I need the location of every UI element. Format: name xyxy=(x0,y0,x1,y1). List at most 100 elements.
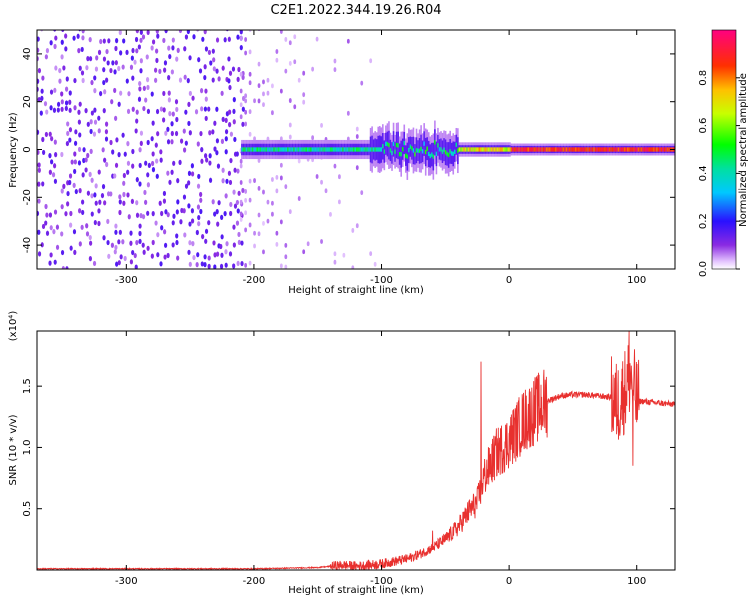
noise-cell xyxy=(220,214,224,220)
noise-cell xyxy=(183,74,187,80)
signal-core xyxy=(458,147,461,152)
noise-cell xyxy=(97,115,101,121)
noise-cell xyxy=(288,209,292,215)
signal-core xyxy=(385,141,387,146)
signal-core xyxy=(663,147,666,152)
noise-cell xyxy=(117,65,121,72)
spectrogram-marks xyxy=(37,30,675,269)
noise-cell xyxy=(172,213,176,219)
noise-cell xyxy=(114,229,118,235)
noise-cell xyxy=(159,261,163,267)
noise-cell xyxy=(58,78,62,84)
signal-core xyxy=(562,147,565,152)
noise-cell xyxy=(49,40,53,46)
noise-cell xyxy=(66,130,70,137)
noise-cell xyxy=(123,151,127,157)
noise-cell xyxy=(237,231,241,238)
noise-cell xyxy=(182,208,186,214)
noise-cell xyxy=(78,188,82,194)
noise-cell xyxy=(138,223,142,229)
noise-cell xyxy=(320,179,323,185)
signal-core xyxy=(262,147,265,152)
noise-cell xyxy=(199,88,204,94)
noise-cell xyxy=(175,56,179,62)
noise-cell xyxy=(166,252,170,259)
noise-cell xyxy=(204,88,208,94)
noise-cell xyxy=(333,67,337,73)
noise-cell xyxy=(239,102,243,108)
signal-core xyxy=(441,149,444,154)
noise-cell xyxy=(113,87,117,94)
signal-core xyxy=(495,147,497,152)
noise-cell xyxy=(220,252,224,258)
signal-core xyxy=(389,148,392,153)
noise-cell xyxy=(213,252,217,258)
noise-cell xyxy=(248,131,252,137)
signal-core xyxy=(481,147,484,152)
y-tick-label: -20 xyxy=(22,189,33,205)
noise-cell xyxy=(188,55,192,61)
noise-cell xyxy=(315,174,319,179)
noise-cell xyxy=(228,179,233,186)
noise-cell xyxy=(37,198,41,204)
noise-cell xyxy=(342,252,346,258)
noise-cell xyxy=(199,130,203,137)
noise-cell xyxy=(45,109,49,115)
noise-cell xyxy=(94,183,98,189)
noise-cell xyxy=(122,38,126,44)
noise-cell xyxy=(175,239,179,246)
noise-cell xyxy=(207,220,211,226)
noise-cell xyxy=(94,66,99,72)
noise-cell xyxy=(94,200,98,206)
noise-cell xyxy=(141,34,146,40)
noise-cell xyxy=(93,219,97,226)
signal-core xyxy=(542,147,545,152)
signal-core xyxy=(476,147,479,152)
signal-core xyxy=(633,147,635,152)
signal-core xyxy=(424,149,427,155)
signal-core xyxy=(461,147,464,152)
signal-core xyxy=(284,147,286,152)
noise-cell xyxy=(155,57,159,64)
noise-cell xyxy=(288,98,292,103)
noise-cell xyxy=(139,130,144,136)
signal-core xyxy=(628,147,631,152)
signal-core xyxy=(319,147,321,152)
noise-cell xyxy=(208,177,213,183)
signal-core xyxy=(443,147,445,152)
noise-cell xyxy=(248,109,252,115)
noise-cell xyxy=(118,194,122,200)
noise-cell xyxy=(203,106,208,112)
noise-cell xyxy=(68,127,73,133)
noise-cell xyxy=(167,45,171,51)
signal-core xyxy=(611,147,614,152)
noise-cell xyxy=(182,128,186,134)
signal-core xyxy=(417,148,419,153)
signal-core xyxy=(622,147,625,152)
signal-core xyxy=(533,147,536,152)
noise-cell xyxy=(139,68,143,74)
noise-cell xyxy=(297,158,301,164)
noise-cell xyxy=(82,157,86,164)
noise-cell xyxy=(85,223,89,229)
noise-cell xyxy=(224,249,228,255)
colorbar-tick-label: 0.8 xyxy=(698,70,709,86)
signal-core xyxy=(501,147,504,152)
signal-core xyxy=(328,147,331,152)
noise-cell xyxy=(199,208,203,215)
noise-cell xyxy=(44,131,48,138)
noise-cell xyxy=(158,200,162,206)
noise-cell xyxy=(221,178,225,184)
noise-cell xyxy=(194,109,199,115)
signal-core xyxy=(561,147,563,152)
noise-cell xyxy=(203,262,207,268)
noise-cell xyxy=(178,77,183,83)
noise-cell xyxy=(69,222,73,228)
noise-cell xyxy=(109,67,113,74)
signal-core xyxy=(245,147,248,152)
noise-cell xyxy=(122,191,126,198)
signal-core xyxy=(303,147,306,152)
signal-core xyxy=(261,147,263,152)
signal-core xyxy=(297,147,300,152)
noise-cell xyxy=(244,197,248,203)
